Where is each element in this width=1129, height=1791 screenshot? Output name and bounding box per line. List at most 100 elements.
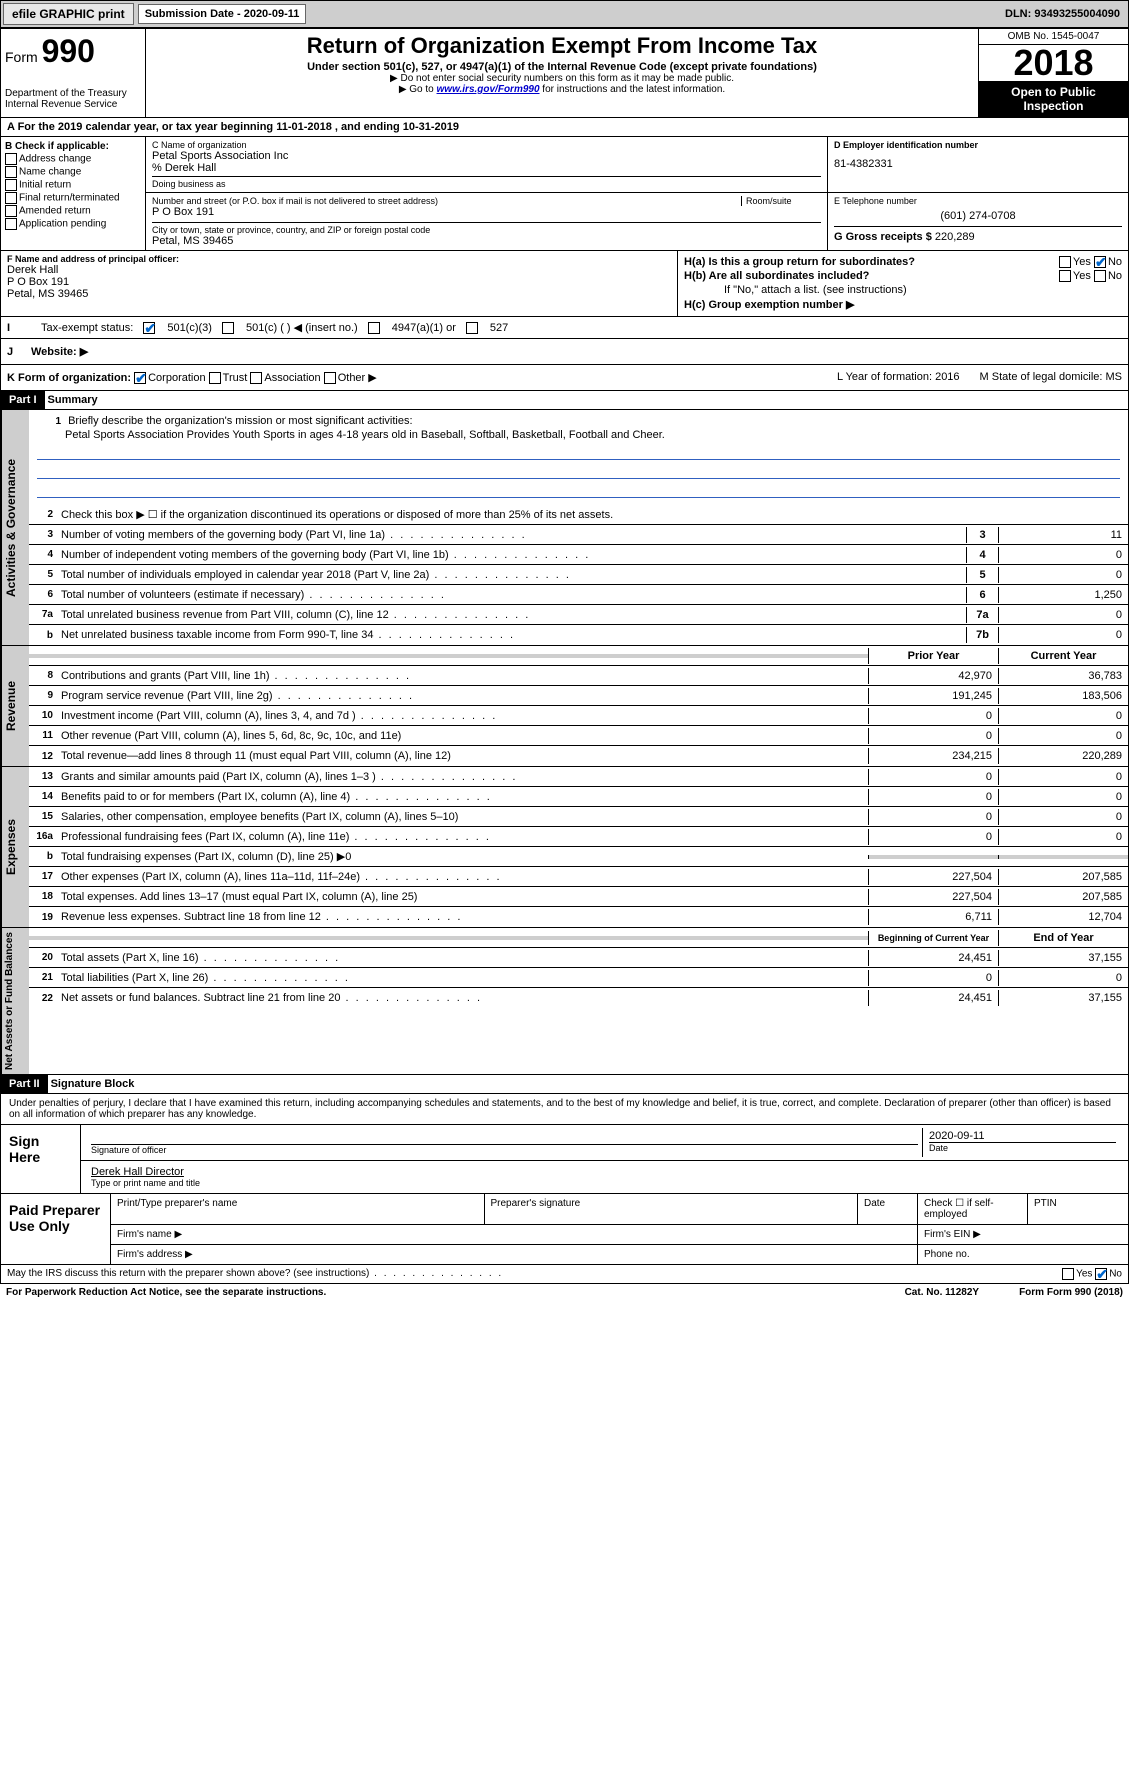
ln5-val: 0 xyxy=(998,567,1128,583)
lbl-address: Address change xyxy=(19,154,91,165)
ln17-num: 17 xyxy=(29,869,57,884)
discuss-no[interactable] xyxy=(1095,1268,1107,1280)
lbl-527: 527 xyxy=(490,322,508,334)
firm-ein-lbl: Firm's EIN ▶ xyxy=(918,1225,1128,1244)
na-hdr-txt xyxy=(57,936,868,940)
chk-initial[interactable] xyxy=(5,179,17,191)
chk-corp[interactable] xyxy=(134,372,146,384)
org-name: Petal Sports Association Inc xyxy=(152,150,821,162)
firm-phone-lbl: Phone no. xyxy=(918,1245,1128,1264)
ln21-txt: Total liabilities (Part X, line 26) xyxy=(57,970,868,986)
tab-expenses: Expenses xyxy=(1,767,29,927)
chk-other[interactable] xyxy=(324,372,336,384)
ln15-py: 0 xyxy=(868,809,998,825)
ln2-num: 2 xyxy=(29,507,57,522)
tax-year: 2018 xyxy=(979,45,1128,81)
ha-no-lbl: No xyxy=(1108,256,1122,268)
chk-501c3[interactable] xyxy=(143,322,155,334)
org-name-label: C Name of organization xyxy=(152,140,821,150)
paid-preparer: Paid Preparer Use Only xyxy=(1,1194,111,1264)
ln15-cy: 0 xyxy=(998,809,1128,825)
ln5-box: 5 xyxy=(966,567,998,583)
ln10-num: 10 xyxy=(29,708,57,723)
chk-pending[interactable] xyxy=(5,218,17,230)
discuss-yes[interactable] xyxy=(1062,1268,1074,1280)
chk-name[interactable] xyxy=(5,166,17,178)
officer-label: F Name and address of principal officer: xyxy=(7,254,179,264)
ln18-num: 18 xyxy=(29,889,57,904)
ha-yes[interactable] xyxy=(1059,256,1071,268)
chk-trust[interactable] xyxy=(209,372,221,384)
boy-hdr: Beginning of Current Year xyxy=(868,931,998,945)
chk-527[interactable] xyxy=(466,322,478,334)
i-marker: I xyxy=(7,322,31,334)
lbl-pending: Application pending xyxy=(19,219,106,230)
sig-officer-lbl: Signature of officer xyxy=(91,1144,918,1155)
hb-no[interactable] xyxy=(1094,270,1106,282)
line-a: A For the 2019 calendar year, or tax yea… xyxy=(0,118,1129,137)
addr-value: P O Box 191 xyxy=(152,206,821,218)
lbl-initial: Initial return xyxy=(19,180,71,191)
ha-no[interactable] xyxy=(1094,256,1106,268)
ln7a-txt: Total unrelated business revenue from Pa… xyxy=(57,607,966,623)
discuss-label: May the IRS discuss this return with the… xyxy=(7,1268,503,1280)
city-value: Petal, MS 39465 xyxy=(152,235,821,247)
chk-final[interactable] xyxy=(5,192,17,204)
ln10-py: 0 xyxy=(868,708,998,724)
efile-button[interactable]: efile GRAPHIC print xyxy=(3,3,134,25)
state-domicile: M State of legal domicile: MS xyxy=(980,371,1122,384)
irs-link[interactable]: www.irs.gov/Form990 xyxy=(437,84,540,95)
ln7b-val: 0 xyxy=(998,627,1128,643)
ln7b-num: b xyxy=(29,628,57,643)
ssn-note: ▶ Do not enter social security numbers o… xyxy=(150,73,974,84)
ln7a-box: 7a xyxy=(966,607,998,623)
discuss-no-lbl: No xyxy=(1109,1269,1122,1280)
ln19-txt: Revenue less expenses. Subtract line 18 … xyxy=(57,909,868,925)
chk-4947[interactable] xyxy=(368,322,380,334)
ln16a-py: 0 xyxy=(868,829,998,845)
ln4-box: 4 xyxy=(966,547,998,563)
city-label: City or town, state or province, country… xyxy=(152,222,821,235)
website-label: Website: ▶ xyxy=(31,346,88,358)
ln6-val: 1,250 xyxy=(998,587,1128,603)
ln18-py: 227,504 xyxy=(868,889,998,905)
ln15-txt: Salaries, other compensation, employee b… xyxy=(57,809,868,825)
chk-501c[interactable] xyxy=(222,322,234,334)
chk-assoc[interactable] xyxy=(250,372,262,384)
ln22-txt: Net assets or fund balances. Subtract li… xyxy=(57,990,868,1006)
b-header: B Check if applicable: xyxy=(5,141,109,152)
ln22-py: 24,451 xyxy=(868,990,998,1006)
ln14-txt: Benefits paid to or for members (Part IX… xyxy=(57,789,868,805)
instructions-link: ▶ Go to www.irs.gov/Form990 for instruct… xyxy=(150,84,974,95)
tab-netassets: Net Assets or Fund Balances xyxy=(1,928,29,1074)
cy-hdr: Current Year xyxy=(998,648,1128,664)
part1-header: Part I xyxy=(1,391,45,409)
ln7a-val: 0 xyxy=(998,607,1128,623)
prep-self-lbl: Check ☐ if self-employed xyxy=(918,1194,1028,1224)
ln13-txt: Grants and similar amounts paid (Part IX… xyxy=(57,769,868,785)
tab-activities: Activities & Governance xyxy=(1,410,29,645)
ln3-val: 11 xyxy=(998,527,1128,543)
ln6-box: 6 xyxy=(966,587,998,603)
ln15-num: 15 xyxy=(29,809,57,824)
ln11-cy: 0 xyxy=(998,728,1128,744)
ln18-cy: 207,585 xyxy=(998,889,1128,905)
cat-no: Cat. No. 11282Y xyxy=(905,1287,979,1298)
dba-label: Doing business as xyxy=(152,176,821,189)
ln3-txt: Number of voting members of the governin… xyxy=(57,527,966,543)
gross-value: 220,289 xyxy=(935,231,975,243)
ln12-num: 12 xyxy=(29,749,57,764)
ln16b-cy xyxy=(998,855,1128,859)
sig-name-lbl: Type or print name and title xyxy=(91,1178,1118,1188)
chk-address[interactable] xyxy=(5,153,17,165)
ln21-cy: 0 xyxy=(998,970,1128,986)
eoy-hdr: End of Year xyxy=(998,930,1128,946)
officer-addr: P O Box 191 xyxy=(7,276,671,288)
officer-city: Petal, MS 39465 xyxy=(7,288,671,300)
dept-treasury: Department of the Treasury Internal Reve… xyxy=(5,88,141,110)
part2-title: Signature Block xyxy=(48,1075,1128,1093)
chk-amended[interactable] xyxy=(5,205,17,217)
ln16a-cy: 0 xyxy=(998,829,1128,845)
hb-yes[interactable] xyxy=(1059,270,1071,282)
ln22-num: 22 xyxy=(29,991,57,1006)
